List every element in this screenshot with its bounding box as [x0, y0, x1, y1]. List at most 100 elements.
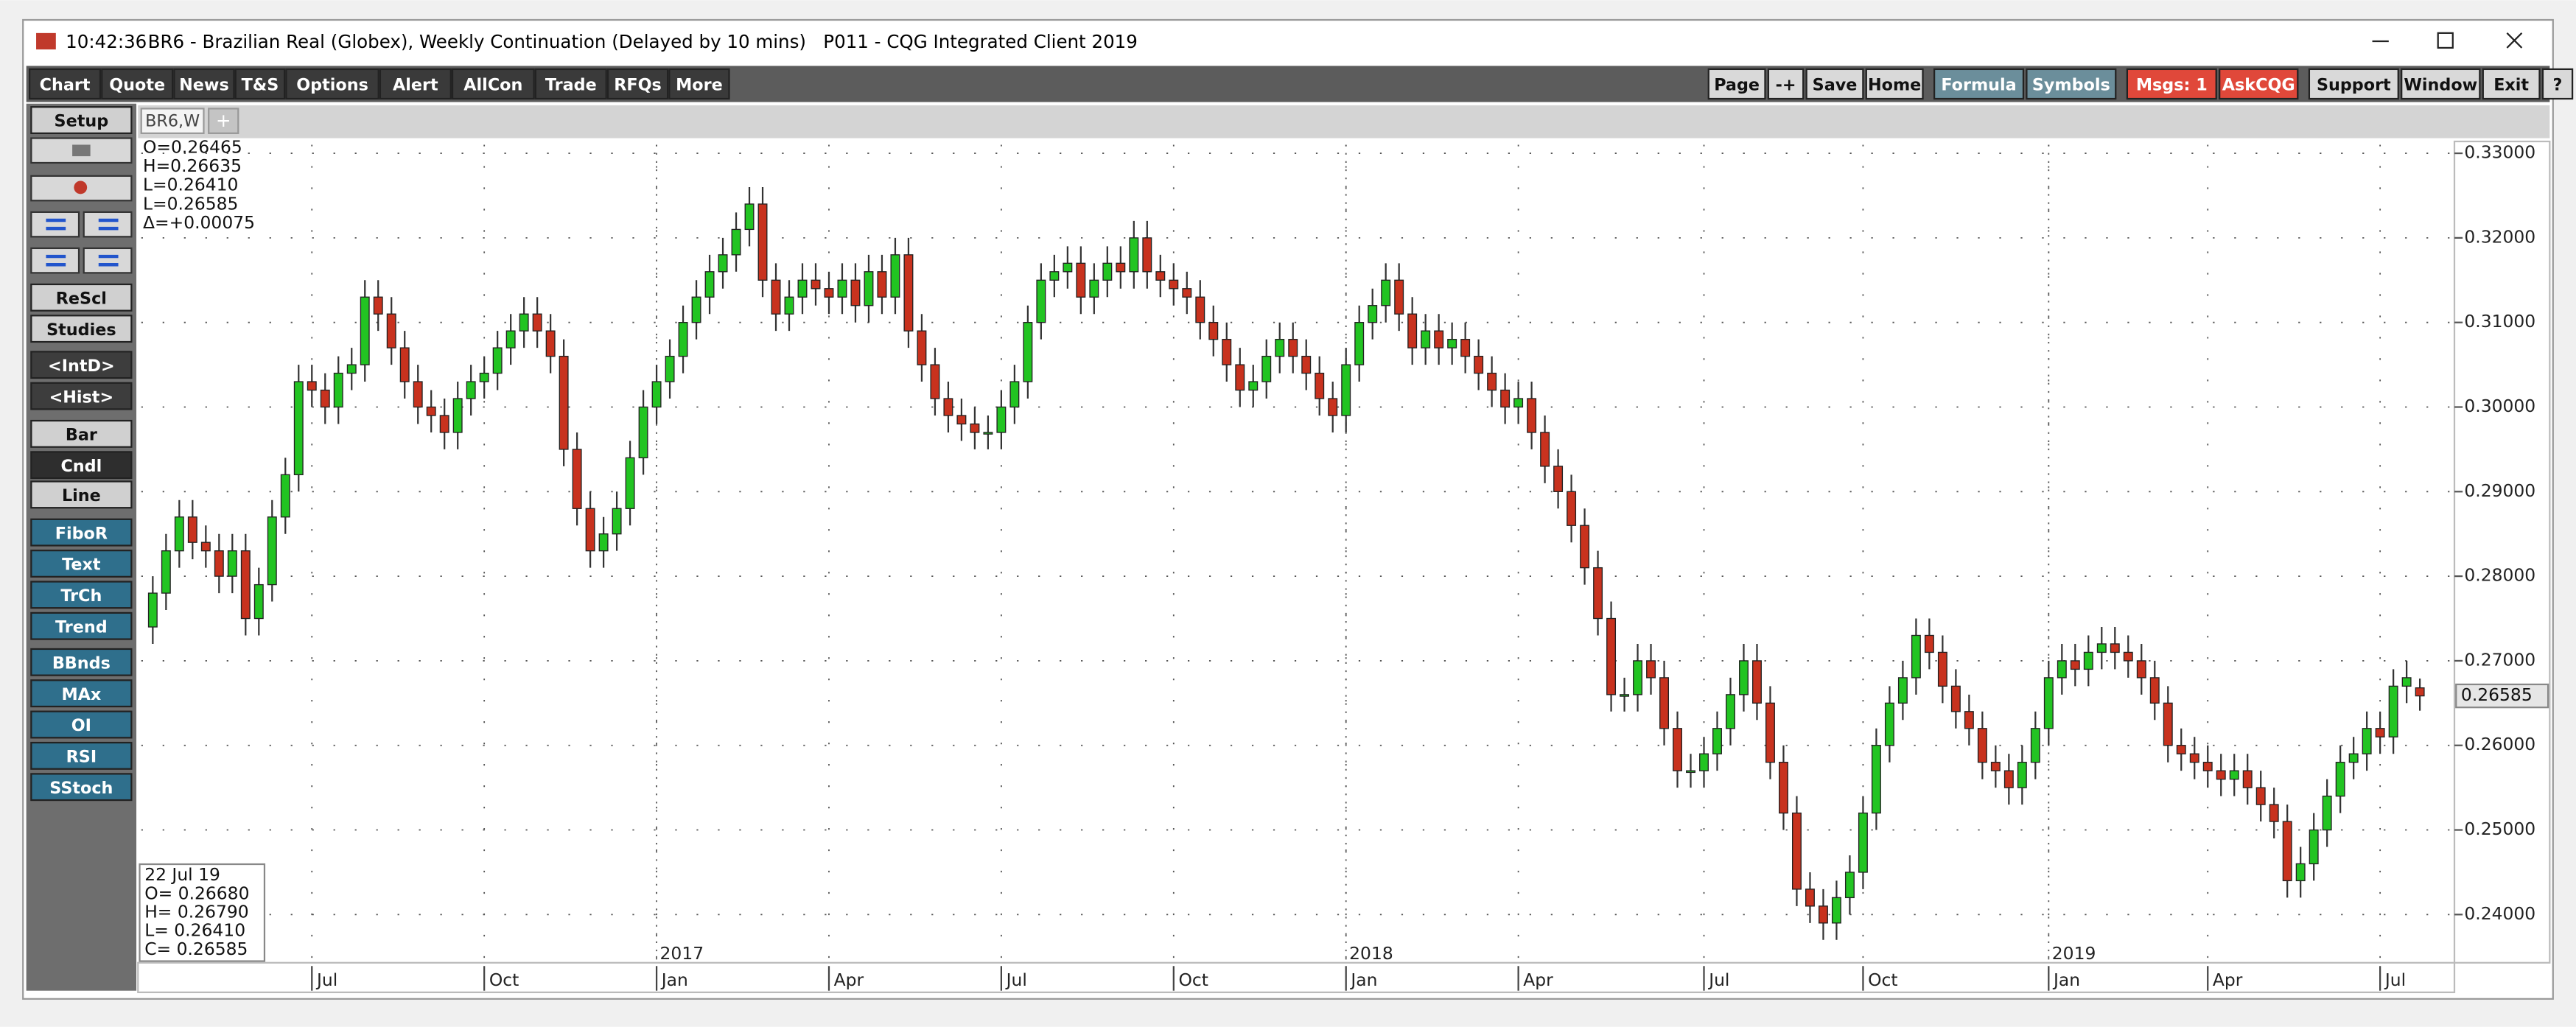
button-label[interactable]: Bar — [66, 426, 97, 445]
button[interactable] — [30, 106, 133, 134]
button-label[interactable]: T&S — [242, 76, 279, 95]
button[interactable] — [30, 773, 133, 802]
candle-body — [1195, 296, 1205, 323]
button-label[interactable]: AskCQG — [2222, 76, 2295, 95]
button-label[interactable]: Formula — [1941, 76, 2016, 95]
button[interactable] — [2219, 68, 2299, 100]
button[interactable] — [29, 68, 102, 100]
button[interactable] — [668, 68, 730, 100]
button-label[interactable]: OI — [71, 716, 91, 735]
year-label: 2019 — [2052, 943, 2096, 964]
candle-body — [572, 449, 582, 509]
button-label[interactable]: Symbols — [2032, 76, 2110, 95]
button[interactable] — [30, 382, 133, 410]
button-label[interactable]: FiboR — [55, 524, 108, 543]
button-label[interactable]: BBnds — [52, 654, 111, 673]
button[interactable] — [30, 611, 133, 640]
button-label[interactable]: <Hist> — [49, 388, 114, 407]
button-label[interactable]: AllCon — [463, 76, 522, 95]
button-label[interactable]: Cndl — [60, 457, 102, 476]
button-label[interactable]: MAx — [61, 685, 101, 704]
button[interactable] — [451, 68, 535, 100]
button[interactable] — [285, 68, 379, 100]
button-label[interactable]: Save — [1813, 76, 1858, 95]
candle-body — [240, 550, 251, 620]
button[interactable] — [30, 679, 133, 708]
button[interactable] — [30, 518, 133, 547]
button[interactable] — [606, 68, 669, 100]
sidebar-icons[interactable] — [30, 137, 133, 274]
swap-button[interactable] — [30, 211, 80, 238]
button-label[interactable]: More — [676, 76, 723, 95]
button[interactable] — [30, 581, 133, 609]
tab-label[interactable]: BR6,W — [145, 112, 200, 131]
maximize[interactable] — [2437, 32, 2454, 49]
swap-button[interactable] — [83, 211, 133, 238]
button[interactable] — [1805, 68, 1864, 100]
button[interactable] — [101, 68, 174, 100]
button-label[interactable]: ? — [2553, 76, 2563, 95]
button[interactable] — [30, 710, 133, 739]
link-button[interactable] — [30, 247, 80, 274]
button[interactable] — [2026, 68, 2117, 100]
button-label[interactable]: Trade — [545, 76, 597, 95]
button[interactable] — [2401, 68, 2481, 100]
button[interactable] — [30, 550, 133, 578]
button[interactable] — [173, 68, 235, 100]
button-label[interactable]: Options — [296, 76, 368, 95]
button-label[interactable]: Window — [2404, 76, 2477, 95]
button[interactable] — [30, 351, 133, 379]
button[interactable] — [1767, 68, 1805, 100]
button[interactable] — [1933, 68, 2025, 100]
button-label[interactable]: Home — [1868, 76, 1921, 95]
x-tick-label: Jul — [2384, 970, 2406, 990]
button-label[interactable]: TrCh — [60, 586, 102, 606]
tab-add-label[interactable]: + — [216, 110, 231, 131]
candle-body — [1752, 660, 1762, 704]
button-label[interactable]: RSI — [66, 748, 97, 767]
button-label[interactable]: <IntD> — [48, 357, 115, 376]
button[interactable] — [2541, 68, 2574, 100]
button-label[interactable]: Support — [2317, 76, 2391, 95]
button[interactable] — [30, 419, 133, 448]
button-label[interactable]: Chart — [40, 76, 91, 95]
x-tick-label: Jan — [2052, 970, 2080, 990]
arrow-icons — [46, 218, 119, 267]
button-label[interactable]: Setup — [55, 112, 109, 131]
button-label[interactable]: ReScl — [56, 290, 107, 309]
close[interactable] — [2506, 32, 2523, 49]
button[interactable] — [30, 283, 133, 312]
tab-add[interactable] — [208, 108, 239, 134]
button-label[interactable]: Msgs: 1 — [2136, 76, 2208, 95]
button[interactable] — [2126, 68, 2217, 100]
button-label[interactable]: -+ — [1776, 76, 1796, 95]
button[interactable] — [234, 68, 286, 100]
button[interactable] — [30, 741, 133, 770]
button-label[interactable]: SStoch — [49, 779, 113, 798]
button-label[interactable]: Trend — [55, 617, 108, 637]
button[interactable] — [534, 68, 607, 100]
button[interactable] — [30, 648, 133, 676]
button-label[interactable]: Studies — [46, 320, 116, 340]
link-button[interactable] — [83, 247, 133, 274]
candle-body — [970, 423, 980, 433]
button[interactable] — [30, 315, 133, 343]
button[interactable] — [30, 451, 133, 480]
button-label[interactable]: Exit — [2493, 76, 2529, 95]
button[interactable] — [379, 68, 452, 100]
candle-body — [399, 347, 410, 382]
button[interactable] — [1865, 68, 1924, 100]
button[interactable] — [1707, 68, 1766, 100]
button[interactable] — [2482, 68, 2541, 100]
window-controls[interactable] — [2372, 32, 2523, 49]
button-label[interactable]: Page — [1714, 76, 1760, 95]
tab[interactable] — [140, 108, 205, 134]
button[interactable] — [30, 480, 133, 509]
button-label[interactable]: Quote — [109, 76, 165, 95]
button-label[interactable]: Alert — [393, 76, 438, 95]
button-label[interactable]: Line — [62, 486, 101, 505]
button-label[interactable]: RFQs — [614, 76, 662, 95]
button[interactable] — [2308, 68, 2399, 100]
button-label[interactable]: News — [179, 76, 229, 95]
button-label[interactable]: Text — [62, 555, 101, 575]
